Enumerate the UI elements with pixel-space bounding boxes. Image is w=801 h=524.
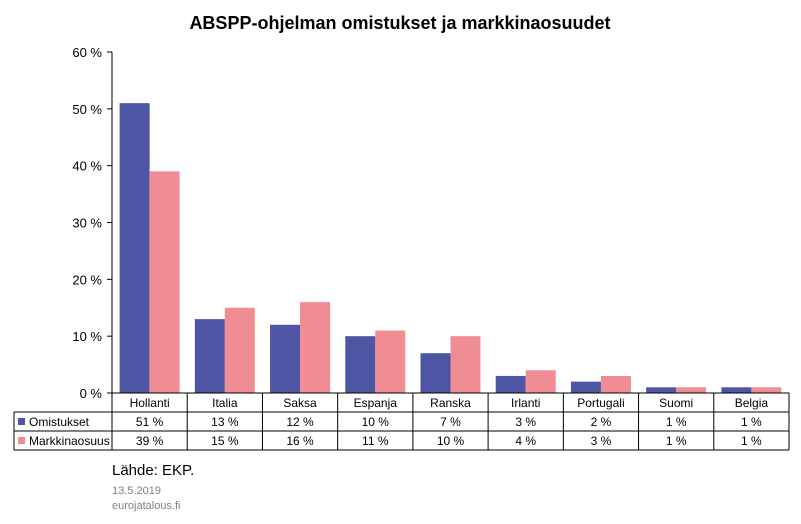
bar-markkinaosuus-espanja: [375, 330, 406, 393]
source-note: Lähde: EKP.: [112, 462, 195, 479]
y-tick-label: 50 %: [72, 102, 102, 117]
y-tick-label: 10 %: [72, 329, 102, 344]
data-label-omistukset: 7 %: [440, 415, 461, 429]
data-label-markkinaosuus: 16 %: [286, 434, 314, 448]
data-label-omistukset: 3 %: [515, 415, 536, 429]
category-label: Italia: [212, 396, 238, 410]
category-label: Saksa: [283, 396, 317, 410]
y-tick-label: 0 %: [80, 386, 103, 401]
bar-omistukset-portugali: [570, 381, 601, 393]
data-label-omistukset: 10 %: [362, 415, 390, 429]
bar-markkinaosuus-irlanti: [525, 370, 556, 393]
data-label-omistukset: 2 %: [591, 415, 612, 429]
category-label: Irlanti: [511, 396, 540, 410]
y-tick-label: 30 %: [72, 216, 102, 231]
data-label-markkinaosuus: 11 %: [362, 434, 389, 448]
data-label-omistukset: 51 %: [136, 415, 164, 429]
axis-layer: 0 % 10 % 20 % 30 % 40 % 50 % 60 %: [72, 45, 113, 401]
bar-markkinaosuus-ranska: [450, 336, 481, 393]
data-label-omistukset: 1 %: [741, 415, 762, 429]
data-label-omistukset: 13 %: [211, 415, 239, 429]
bar-omistukset-saksa: [270, 324, 301, 393]
bar-markkinaosuus-belgia: [751, 387, 782, 393]
bar-omistukset-suomi: [646, 387, 677, 393]
legend-swatch-omistukset: [18, 418, 25, 425]
bar-omistukset-espanja: [345, 336, 376, 393]
data-label-markkinaosuus: 39 %: [136, 434, 164, 448]
category-label: Suomi: [659, 396, 693, 410]
data-label-markkinaosuus: 10 %: [437, 434, 465, 448]
bar-omistukset-belgia: [721, 387, 752, 393]
bar-omistukset-irlanti: [495, 375, 526, 393]
legend-label-omistukset: Omistukset: [29, 415, 90, 429]
legend-label-markkinaosuus: Markkinaosuus: [29, 434, 110, 448]
data-label-omistukset: 1 %: [666, 415, 687, 429]
category-label: Portugali: [577, 396, 624, 410]
data-label-markkinaosuus: 1 %: [741, 434, 762, 448]
category-label: Hollanti: [130, 396, 170, 410]
y-tick-label: 20 %: [72, 272, 102, 287]
bar-markkinaosuus-saksa: [300, 302, 331, 393]
category-label: Belgia: [735, 396, 769, 410]
data-label-markkinaosuus: 4 %: [515, 434, 536, 448]
category-label: Ranska: [430, 396, 471, 410]
site-note: eurojatalous.fi: [112, 500, 181, 512]
bar-markkinaosuus-italia: [224, 307, 255, 393]
legend-swatch-markkinaosuus: [18, 437, 25, 444]
category-label: Espanja: [354, 396, 398, 410]
bar-omistukset-ranska: [420, 353, 451, 393]
bar-markkinaosuus-suomi: [676, 387, 707, 393]
bar-layer: [119, 103, 782, 394]
data-label-markkinaosuus: 3 %: [591, 434, 612, 448]
bar-markkinaosuus-hollanti: [149, 171, 180, 393]
data-label-omistukset: 12 %: [286, 415, 314, 429]
data-label-markkinaosuus: 1 %: [666, 434, 687, 448]
bar-omistukset-italia: [194, 319, 225, 393]
y-tick-label: 60 %: [72, 45, 102, 60]
bar-omistukset-hollanti: [119, 103, 150, 394]
chart-title: ABSPP-ohjelman omistukset ja markkinaosu…: [189, 13, 610, 33]
data-label-markkinaosuus: 15 %: [211, 434, 239, 448]
date-note: 13.5.2019: [112, 485, 161, 497]
y-tick-label: 40 %: [72, 159, 102, 174]
bar-markkinaosuus-portugali: [600, 375, 631, 393]
data-table: Hollanti Italia Saksa Espanja Ranska Irlanti P…: [13, 392, 790, 451]
